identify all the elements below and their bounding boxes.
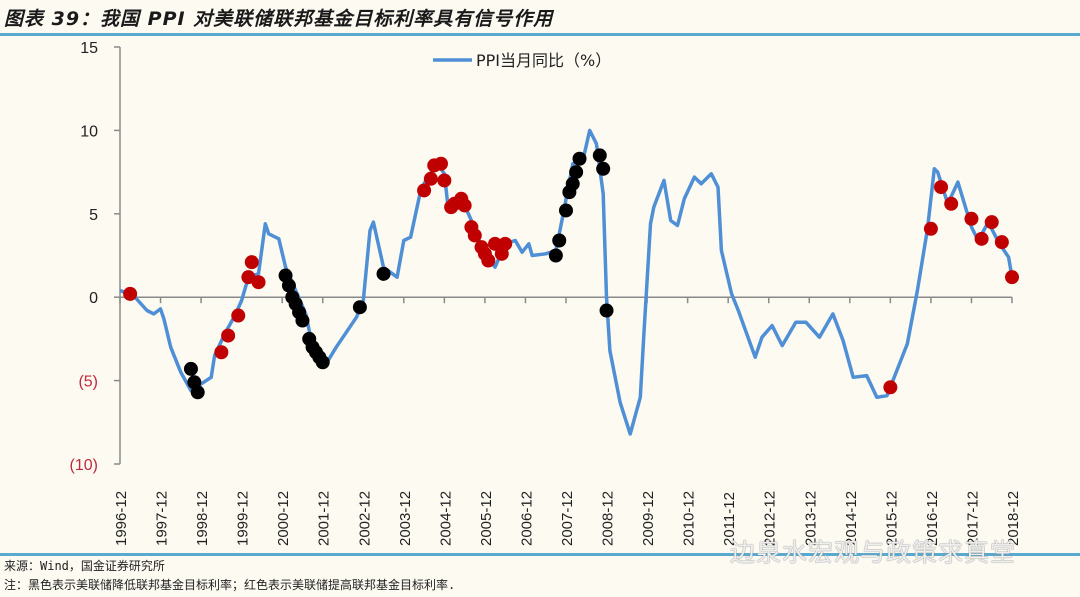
x-tick-label: 2012-12 <box>762 491 779 546</box>
chart-title: 图表 39：我国 PPI 对美联储联邦基金目标利率具有信号作用 <box>4 8 554 30</box>
x-tick-label: 2017-12 <box>964 491 981 546</box>
rate-hike-point <box>964 211 979 226</box>
rate-cut-point <box>599 303 614 318</box>
rate-cut-point <box>315 355 330 370</box>
rate-hike-point <box>1005 270 1019 285</box>
note-text: 注：黑色表示美联储降低联邦基金目标利率；红色表示美联储提高联邦基金目标利率. <box>4 578 456 592</box>
rate-hike-point <box>244 255 259 270</box>
x-tick-label: 2004-12 <box>437 491 454 546</box>
x-tick-label: 2006-12 <box>518 491 535 546</box>
rate-cut-point <box>190 385 205 400</box>
rate-hike-point <box>984 215 999 230</box>
rate-cut-point <box>281 278 296 293</box>
ppi-series-line <box>119 128 1014 436</box>
rate-hike-point <box>467 228 482 243</box>
x-tick-label: 1996-12 <box>113 491 130 546</box>
rate-hike-point <box>417 183 432 198</box>
rate-hike-point <box>437 173 452 188</box>
rate-cut-point <box>183 361 198 376</box>
rate-cut-point <box>565 176 580 191</box>
rate-cut-point <box>592 148 607 163</box>
rate-hike-point <box>231 308 246 323</box>
x-tick-label: 2011-12 <box>721 492 738 546</box>
x-tick-label: 2014-12 <box>843 491 860 546</box>
x-tick-label: 1998-12 <box>194 491 211 546</box>
x-tick-label: 2009-12 <box>640 491 657 546</box>
rate-hike-point <box>457 198 472 213</box>
rate-hike-point <box>433 156 448 171</box>
title-divider <box>0 33 1080 36</box>
rate-cut-point <box>548 248 563 263</box>
x-tick-label: 1997-12 <box>154 491 171 546</box>
rate-hike-point <box>944 196 959 211</box>
rate-hike-point <box>123 286 138 301</box>
rate-hike-point <box>934 180 949 195</box>
rate-cut-point <box>352 300 367 315</box>
x-tick-label: 2008-12 <box>600 491 617 546</box>
rate-cut-point <box>552 233 567 248</box>
rate-cut-point <box>559 203 573 218</box>
y-tick-label: (5) <box>78 374 98 391</box>
rate-hike-point <box>251 275 266 290</box>
rate-cut-point <box>376 266 391 281</box>
rate-cut-point <box>572 151 587 166</box>
rate-hike-point <box>923 221 938 236</box>
rate-hike-point <box>214 345 229 360</box>
legend-label: PPI当月同比（%） <box>476 51 611 70</box>
rate-hike-point <box>221 328 236 343</box>
y-tick-label: 15 <box>80 40 98 57</box>
rate-hike-point <box>498 236 513 251</box>
x-tick-label: 2010-12 <box>681 491 698 546</box>
rate-hike-point <box>974 231 989 246</box>
x-tick-label: 2000-12 <box>275 491 292 546</box>
footer-divider <box>0 553 1080 556</box>
x-tick-label: 2001-12 <box>316 491 333 546</box>
rate-cut-point <box>596 161 611 176</box>
y-tick-label: 5 <box>89 207 98 224</box>
rate-hike-point <box>994 235 1009 250</box>
x-tick-label: 2002-12 <box>356 491 373 546</box>
rate-hike-point <box>423 171 438 186</box>
x-tick-label: 2013-12 <box>802 491 819 546</box>
watermark: 边泉水宏观与政策求真堂 <box>730 538 1017 567</box>
x-tick-label: 1999-12 <box>235 491 252 546</box>
rate-cut-point <box>569 165 584 180</box>
rate-hike-point <box>883 380 898 395</box>
x-tick-label: 2018-12 <box>1005 491 1022 546</box>
x-tick-label: 2007-12 <box>559 491 576 546</box>
rate-cut-point <box>295 313 310 328</box>
source-text: 来源：Wind，国金证券研究所 <box>4 559 165 573</box>
x-tick-label: 2005-12 <box>478 491 495 546</box>
x-tick-label: 2003-12 <box>397 491 414 546</box>
y-tick-label: (10) <box>70 457 98 474</box>
x-tick-label: 2015-12 <box>883 491 900 546</box>
y-tick-label: 0 <box>89 290 98 307</box>
rate-hike-point <box>488 236 503 251</box>
x-tick-label: 2016-12 <box>924 491 941 546</box>
rate-hike-point <box>481 253 496 268</box>
y-tick-label: 10 <box>80 123 98 140</box>
